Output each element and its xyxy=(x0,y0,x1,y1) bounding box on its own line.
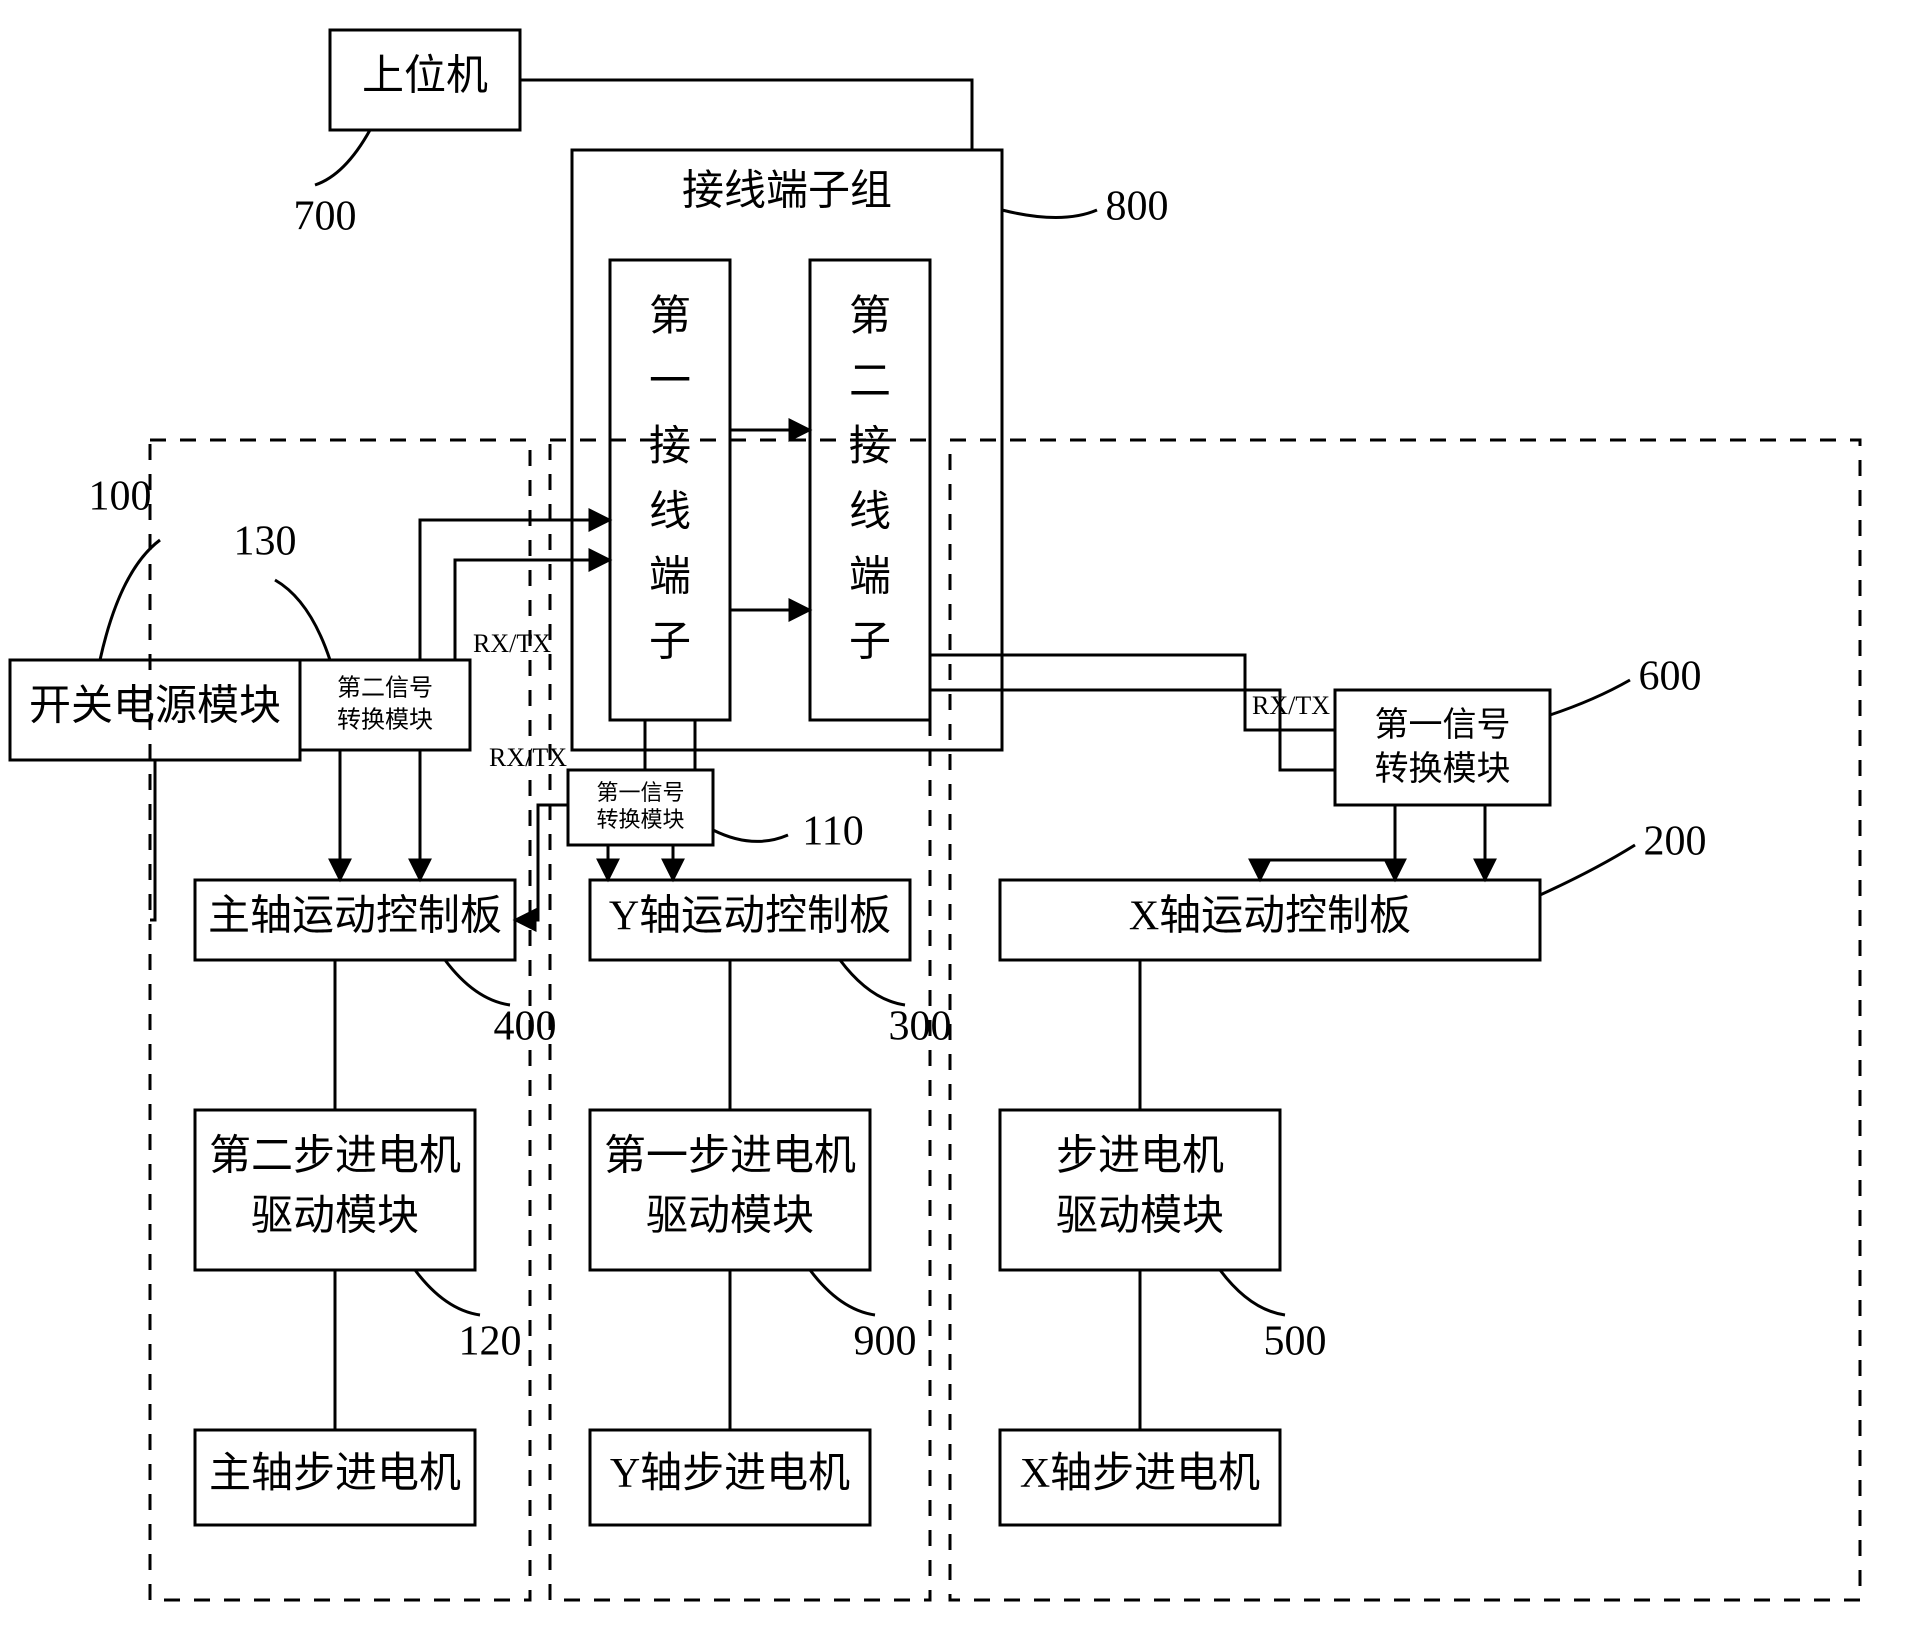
svg-text:第一信号: 第一信号 xyxy=(1375,706,1511,744)
svg-text:步进电机: 步进电机 xyxy=(1056,1134,1224,1180)
label-rxtx-1: RX/TX xyxy=(473,629,551,658)
svg-text:X轴步进电机: X轴步进电机 xyxy=(1020,1451,1260,1497)
ref-500: 500 xyxy=(1264,1319,1327,1365)
label-terminal-1: 第一接线端子 xyxy=(649,294,691,666)
ref-400: 400 xyxy=(494,1004,557,1050)
svg-text:第二信号: 第二信号 xyxy=(337,675,433,702)
ref-800: 800 xyxy=(1106,184,1169,230)
svg-text:转换模块: 转换模块 xyxy=(337,707,433,734)
ref-200: 200 xyxy=(1644,819,1707,865)
label-psu: 开关电源模块 xyxy=(29,684,281,730)
ref-900: 900 xyxy=(854,1319,917,1365)
ref-600: 600 xyxy=(1639,654,1702,700)
ref-100: 100 xyxy=(89,474,152,520)
label-host: 上位机 xyxy=(362,53,488,100)
group-y-axis xyxy=(550,440,930,1600)
label-terminal-group: 接线端子组 xyxy=(682,169,892,215)
ref-700: 700 xyxy=(294,194,357,240)
svg-text:第一步进电机: 第一步进电机 xyxy=(604,1134,856,1180)
svg-text:第二步进电机: 第二步进电机 xyxy=(209,1134,461,1180)
svg-text:主轴步进电机: 主轴步进电机 xyxy=(209,1451,461,1497)
svg-text:驱动模块: 驱动模块 xyxy=(251,1194,419,1240)
svg-text:Y轴步进电机: Y轴步进电机 xyxy=(610,1451,850,1497)
svg-text:驱动模块: 驱动模块 xyxy=(1056,1194,1224,1240)
group-main-axis xyxy=(150,440,530,1600)
label-terminal-2: 第二接线端子 xyxy=(849,294,891,666)
box-signal-2 xyxy=(300,660,470,750)
svg-text:主轴运动控制板: 主轴运动控制板 xyxy=(208,894,502,940)
group-x-axis xyxy=(950,440,1860,1600)
svg-text:第一信号: 第一信号 xyxy=(596,780,684,805)
label-rxtx-2: RX/TX xyxy=(489,743,567,772)
ref-110: 110 xyxy=(802,809,863,855)
svg-text:转换模块: 转换模块 xyxy=(1375,750,1511,788)
svg-text:驱动模块: 驱动模块 xyxy=(646,1194,814,1240)
svg-text:转换模块: 转换模块 xyxy=(596,807,684,832)
ref-130: 130 xyxy=(234,519,297,565)
label-rxtx-3: RX/TX xyxy=(1252,691,1330,720)
ref-300: 300 xyxy=(889,1004,952,1050)
svg-text:X轴运动控制板: X轴运动控制板 xyxy=(1129,894,1411,940)
svg-text:Y轴运动控制板: Y轴运动控制板 xyxy=(609,894,891,940)
ref-120: 120 xyxy=(459,1319,522,1365)
box-terminal-group xyxy=(572,150,1002,750)
